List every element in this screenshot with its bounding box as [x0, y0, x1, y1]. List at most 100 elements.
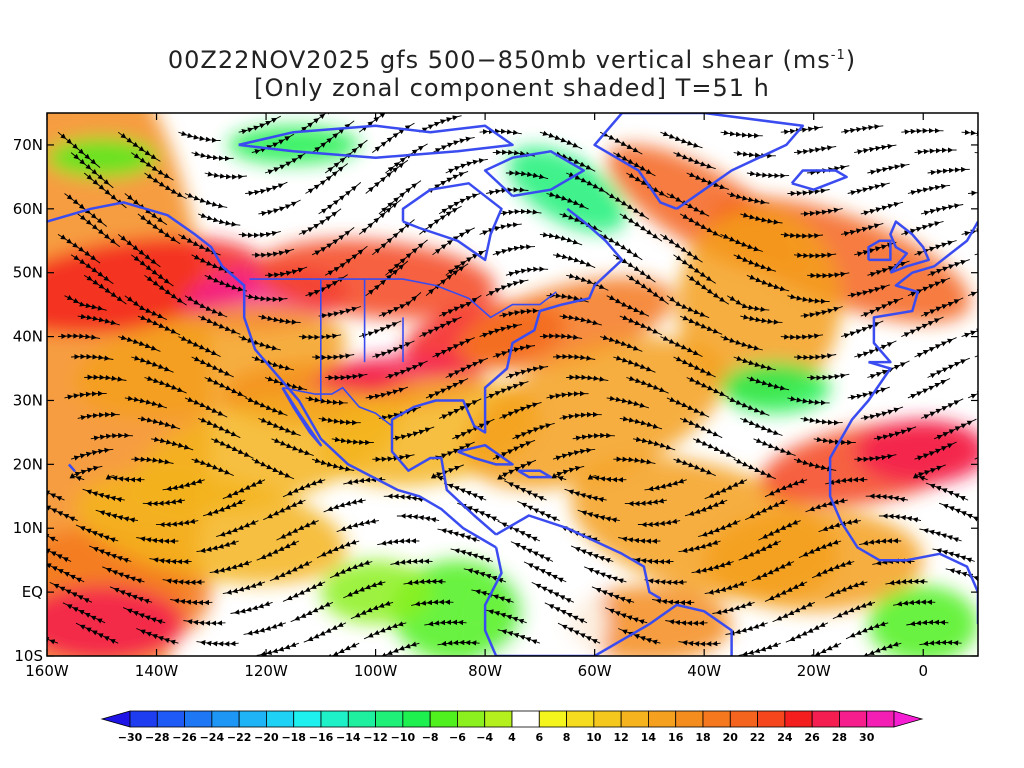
colorbar-swatch	[211, 710, 240, 728]
streamline	[691, 560, 734, 574]
streamline	[652, 598, 695, 606]
streamline	[974, 344, 978, 359]
streamline	[137, 416, 181, 430]
colorbar-label: 18	[695, 731, 710, 744]
streamline	[209, 560, 252, 574]
lat-tick-label: 60N	[13, 200, 43, 218]
streamline	[251, 458, 295, 480]
streamline	[552, 447, 596, 461]
title-line-2: [Only zonal component shaded] T=51 h	[254, 74, 770, 102]
streamline	[432, 337, 475, 358]
streamline	[572, 432, 615, 441]
streamline	[587, 474, 627, 483]
streamline	[64, 294, 107, 311]
streamline	[329, 559, 373, 579]
streamline	[927, 357, 970, 379]
streamline	[727, 192, 770, 205]
streamline	[391, 426, 435, 441]
streamline	[914, 147, 957, 155]
streamline	[445, 158, 488, 174]
streamline	[325, 373, 368, 381]
streamline	[599, 233, 643, 261]
streamline	[512, 422, 555, 440]
colorbar-label: 4	[508, 731, 516, 744]
streamline	[807, 271, 850, 279]
streamline	[264, 151, 308, 175]
streamline	[47, 502, 78, 522]
streamline	[854, 453, 897, 463]
streamline	[105, 474, 145, 483]
streamline	[679, 417, 723, 439]
streamline	[124, 395, 168, 409]
streamline	[865, 493, 908, 503]
streamline	[230, 601, 273, 615]
streamline	[637, 518, 681, 528]
streamline	[666, 193, 710, 217]
coastline	[868, 220, 978, 364]
streamline	[559, 411, 602, 421]
streamline	[679, 315, 723, 335]
colorbar-swatch	[238, 710, 267, 728]
streamline	[258, 199, 301, 217]
streamline	[450, 548, 493, 563]
streamline	[196, 640, 239, 647]
title-line-1: 00Z22NOV2025 gfs 500−850mb vertical shea…	[0, 46, 1024, 74]
streamline	[324, 139, 368, 174]
streamline	[591, 586, 635, 604]
streamline	[372, 122, 415, 153]
shear-region	[47, 138, 157, 177]
streamline	[619, 416, 663, 430]
streamline	[479, 323, 522, 338]
streamline	[807, 373, 850, 381]
colorbar-swatch	[375, 710, 404, 728]
colorbar-label: 8	[563, 731, 571, 744]
streamline	[136, 628, 179, 645]
streamline	[390, 558, 433, 566]
colorbar-swatch	[566, 710, 595, 728]
shear-region	[508, 146, 627, 233]
coastline	[828, 360, 978, 625]
streamline	[311, 120, 355, 153]
streamline	[740, 314, 783, 325]
streamline	[606, 395, 650, 409]
streamline	[720, 335, 763, 351]
streamline	[811, 559, 855, 579]
streamline	[531, 581, 574, 604]
streamline	[885, 578, 928, 586]
streamline	[492, 244, 536, 257]
streamline	[678, 640, 721, 647]
streamline	[131, 456, 174, 465]
streamline	[907, 277, 951, 297]
colorbar-label: −4	[476, 731, 493, 744]
streamline	[443, 482, 487, 501]
streamline	[424, 619, 467, 627]
streamline	[485, 279, 529, 297]
streamline	[559, 313, 602, 326]
colorbar-swatch	[538, 710, 567, 728]
streamline	[499, 208, 542, 216]
streamline	[191, 356, 234, 378]
streamline	[142, 498, 186, 507]
streamline	[222, 479, 266, 500]
streamline	[363, 621, 407, 640]
coastline	[457, 443, 514, 466]
streamline	[3, 610, 45, 623]
streamline	[184, 192, 228, 209]
title-main: 00Z22NOV2025 gfs 500−850mb vertical shea…	[167, 46, 831, 74]
streamline	[967, 281, 978, 297]
streamline	[800, 416, 843, 426]
streamline	[813, 436, 856, 446]
streamline	[564, 488, 607, 503]
streamline	[411, 599, 454, 607]
streamline	[359, 320, 402, 339]
streamline	[251, 248, 295, 258]
streamline	[720, 233, 763, 252]
streamline	[733, 254, 777, 272]
colorbar-swatch	[839, 710, 868, 728]
streamline	[452, 418, 495, 440]
streamline	[825, 580, 868, 599]
streamline	[320, 642, 360, 656]
streamline	[505, 365, 549, 379]
streamline	[497, 629, 541, 645]
streamline	[673, 151, 716, 170]
